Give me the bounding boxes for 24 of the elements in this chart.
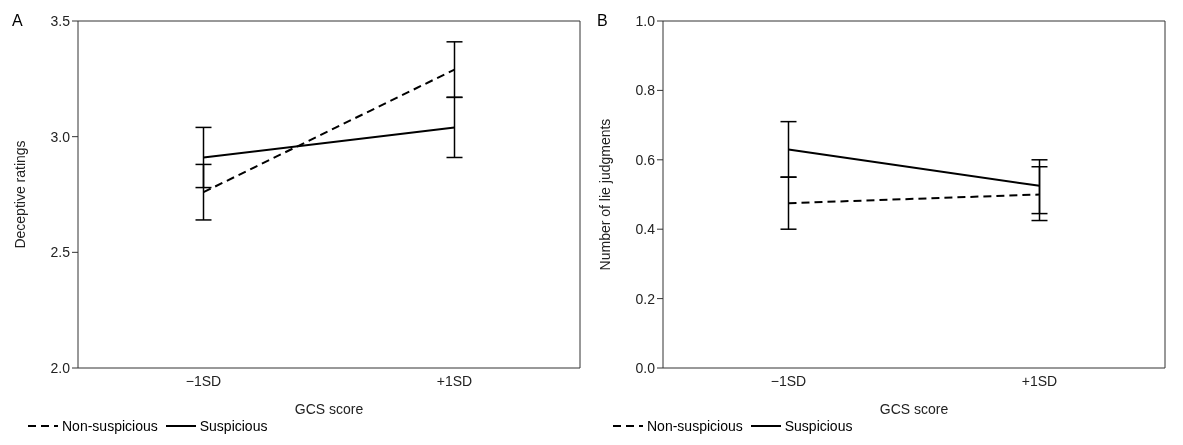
y-tick-label: 3.5 (50, 12, 71, 29)
x-axis-title: GCS score (294, 401, 364, 417)
chart-title: A (12, 12, 23, 30)
legend-label: Non-suspicious (61, 418, 158, 434)
y-tick-label: 2.5 (50, 244, 71, 261)
y-tick-label: 3.0 (50, 128, 71, 145)
x-tick-label: +1SD (436, 372, 473, 389)
y-tick-label: 0.6 (635, 151, 656, 168)
y-tick-label: 1.0 (635, 12, 656, 29)
legend-label: Suspicious (783, 418, 853, 434)
y-tick-label: 2.0 (50, 359, 71, 376)
x-tick-label: +1SD (1021, 372, 1058, 389)
y-tick-label: 0.4 (635, 221, 656, 238)
y-tick-label: 0.8 (635, 82, 656, 99)
x-tick-label: −1SD (185, 372, 222, 389)
x-tick-label: −1SD (770, 372, 807, 389)
legend-label: Suspicious (198, 418, 268, 434)
chart-title: B (597, 12, 608, 30)
y-axis-title: Deceptive ratings (11, 140, 28, 249)
x-axis-title: GCS score (879, 401, 949, 417)
legend-label: Non-suspicious (646, 418, 743, 434)
y-axis-title: Number of lie judgments (596, 118, 613, 271)
y-tick-label: 0.2 (635, 290, 656, 307)
y-tick-label: 0.0 (635, 359, 656, 376)
